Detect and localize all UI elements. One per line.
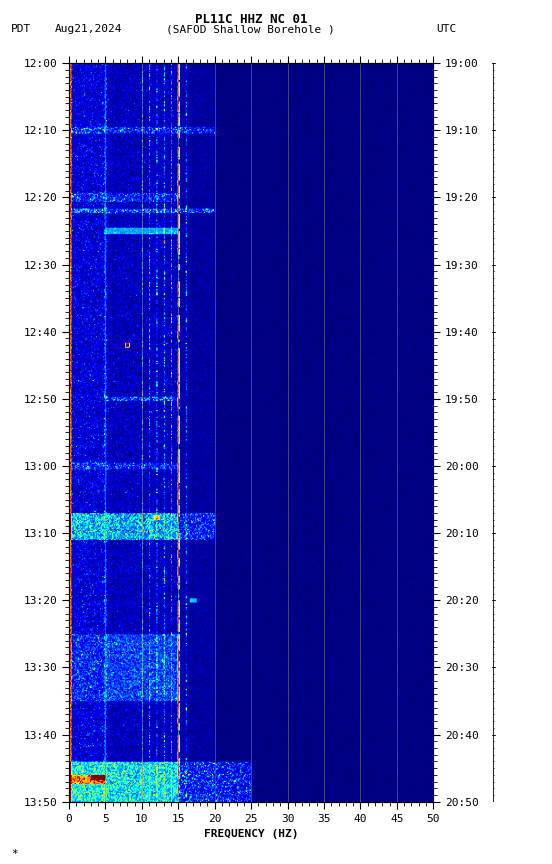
- X-axis label: FREQUENCY (HZ): FREQUENCY (HZ): [204, 829, 299, 839]
- Text: PDT: PDT: [11, 24, 31, 35]
- Text: Aug21,2024: Aug21,2024: [55, 24, 123, 35]
- Text: *: *: [11, 849, 18, 859]
- Text: (SAFOD Shallow Borehole ): (SAFOD Shallow Borehole ): [166, 24, 335, 35]
- Text: UTC: UTC: [436, 24, 457, 35]
- Text: PL11C HHZ NC 01: PL11C HHZ NC 01: [195, 13, 307, 26]
